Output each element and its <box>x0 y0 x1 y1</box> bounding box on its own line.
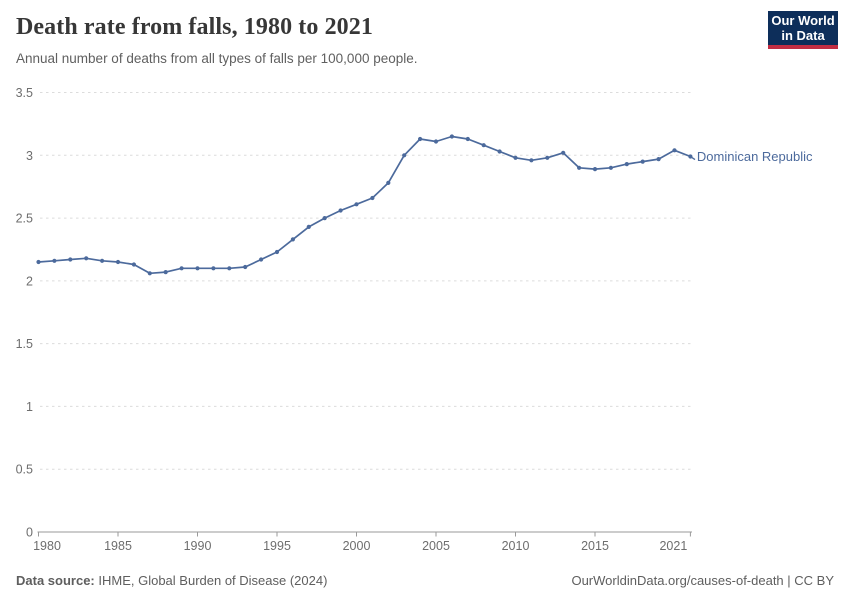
data-point <box>640 159 645 164</box>
owid-logo-line2: in Data <box>781 28 825 43</box>
label-connector <box>691 156 696 161</box>
y-axis-label: 0.5 <box>16 463 33 477</box>
data-point <box>163 270 168 275</box>
data-point <box>84 256 89 261</box>
data-point <box>227 266 232 271</box>
data-point <box>115 259 121 265</box>
y-axis-label: 2.5 <box>16 212 33 226</box>
data-point <box>592 167 598 172</box>
y-axis-label: 0 <box>26 526 33 540</box>
data-point <box>545 155 550 160</box>
credit-link[interactable]: OurWorldinData.org/causes-of-death | CC … <box>571 573 834 588</box>
data-point <box>259 257 264 262</box>
data-point <box>306 224 311 229</box>
data-point <box>497 149 502 154</box>
data-point <box>449 134 454 139</box>
data-point <box>243 264 248 270</box>
y-axis-label: 3.5 <box>16 86 33 100</box>
data-point <box>68 257 73 262</box>
y-axis-label: 2 <box>26 274 33 288</box>
data-point <box>195 266 200 271</box>
owid-logo-line1: Our World <box>771 13 835 28</box>
data-point <box>561 150 566 155</box>
owid-logo: Our World in Data <box>768 11 838 49</box>
data-point <box>52 258 57 263</box>
data-point <box>386 180 391 185</box>
data-point <box>513 155 518 160</box>
data-source: Data source: IHME, Global Burden of Dise… <box>16 573 327 588</box>
data-point <box>577 165 582 170</box>
data-point <box>36 259 41 265</box>
series-entity-label: Dominican Republic <box>697 149 813 164</box>
x-axis-label: 1985 <box>104 539 132 553</box>
data-point <box>481 143 486 148</box>
chart-subtitle: Annual number of deaths from all types o… <box>16 51 418 66</box>
data-point <box>433 139 439 144</box>
data-point <box>529 158 534 163</box>
x-axis-label: 2015 <box>581 539 609 553</box>
data-point <box>370 195 375 201</box>
x-axis-label: 2010 <box>502 539 530 553</box>
data-point <box>338 208 343 213</box>
data-point <box>354 202 359 207</box>
x-axis-label: 2021 <box>659 539 687 553</box>
data-point <box>608 165 614 170</box>
y-axis-label: 3 <box>26 149 33 163</box>
page-title: Death rate from falls, 1980 to 2021 <box>16 14 373 40</box>
y-axis-label: 1 <box>26 400 33 414</box>
data-point <box>179 266 184 271</box>
data-line <box>38 135 691 275</box>
data-source-label: Data source: <box>16 573 95 588</box>
x-axis-label: 2005 <box>422 539 450 553</box>
x-axis-label: 1995 <box>263 539 291 553</box>
data-point <box>100 258 105 263</box>
data-point <box>672 148 677 153</box>
data-point <box>147 271 152 276</box>
data-point <box>656 157 661 162</box>
data-point <box>402 153 407 158</box>
data-point <box>274 249 280 255</box>
data-point <box>290 237 295 242</box>
data-source-text: IHME, Global Burden of Disease (2024) <box>98 573 328 588</box>
data-point <box>465 136 470 142</box>
y-axis-label: 1.5 <box>16 337 33 351</box>
x-axis-label: 2000 <box>343 539 371 553</box>
data-point <box>211 266 216 271</box>
data-point <box>624 162 629 167</box>
data-point <box>131 262 136 267</box>
chart-footer: Data source: IHME, Global Burden of Dise… <box>16 573 834 588</box>
data-point <box>322 216 327 221</box>
data-point <box>418 136 423 142</box>
x-axis-label: 1990 <box>184 539 212 553</box>
x-axis-label: 1980 <box>33 539 61 553</box>
